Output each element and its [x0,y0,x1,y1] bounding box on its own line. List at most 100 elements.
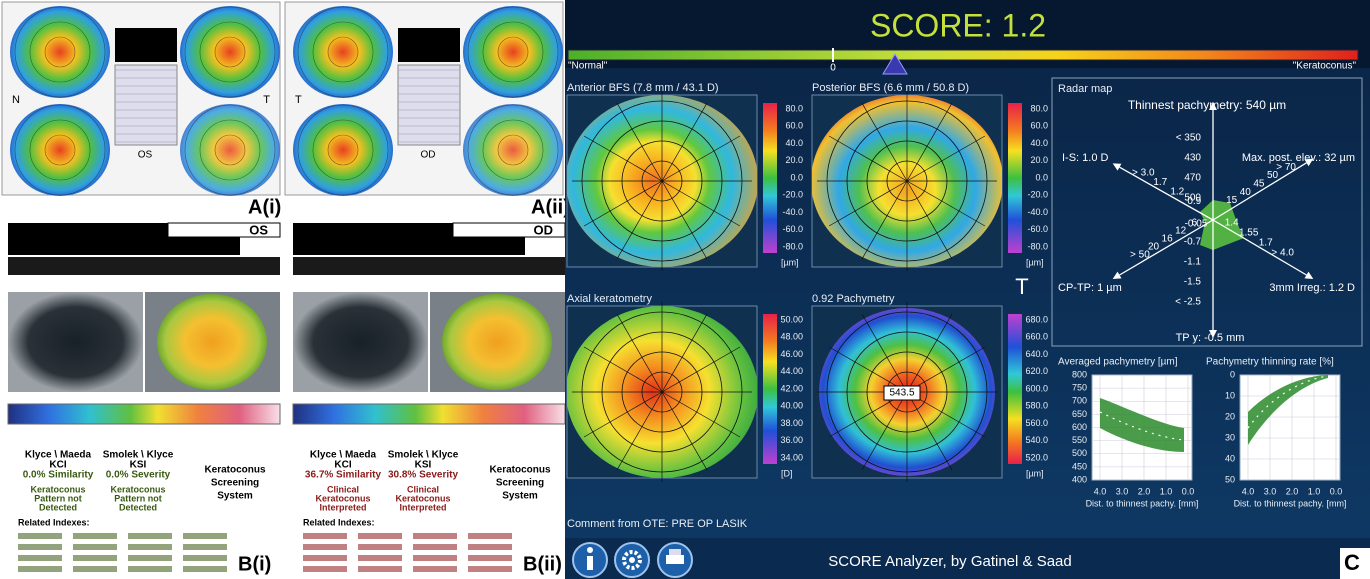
label: Pattern not [34,493,82,503]
y-tick-label: 50 [1225,474,1235,484]
radar-tick: 12 [1175,226,1187,237]
settings-button[interactable] [614,542,650,578]
color-tick: 560.0 [1025,418,1048,428]
center-value-box [883,385,921,401]
label: "Normal" [568,61,608,72]
print-button[interactable] [657,542,693,578]
index-cell [183,533,227,539]
black-header [293,223,453,255]
y-tick-label: 40 [1225,453,1235,463]
index-cell [358,555,402,561]
label: KCI [49,460,66,471]
label: Keratoconus [204,465,266,476]
polar-spoke [861,391,908,471]
color-tick: -60.0 [1027,224,1048,234]
color-tick: 36.00 [780,435,803,445]
black-box [398,28,460,62]
polar-spoke [861,102,908,182]
radar-tick: > 50 [1130,250,1150,261]
topo-contour [44,36,76,68]
topo-contour [184,6,276,98]
label: Radar map [1058,83,1112,95]
radar-axis [1119,219,1214,276]
color-tick: 60.0 [1030,121,1048,131]
polar-spoke [906,391,953,471]
x-tick-label: 3.0 [1116,486,1129,496]
color-tick: 40.00 [780,401,803,411]
radar-tick: -0.7 [1184,237,1202,248]
score-marker [882,53,908,75]
header-box [453,237,525,255]
label: Keratoconus [489,465,551,476]
index-table [397,64,461,146]
band [1100,398,1184,452]
glyph [622,550,642,570]
y-tick-label: 20 [1225,411,1235,421]
label: System [217,491,253,502]
polar-spoke [828,135,908,182]
topo-contour [199,21,261,83]
color-tick: 540.0 [1025,435,1048,445]
index-cell [128,544,172,550]
topo-map [180,6,280,98]
label: 0 [830,63,836,74]
label: 3mm Irreg.: 1.2 D [1269,282,1355,294]
polar-spoke [616,102,663,182]
color-tick: 60.0 [785,121,803,131]
polar-spoke [661,313,708,393]
label: 36.7% Similarity [305,470,382,481]
unit: [µm] [1026,468,1044,478]
glyph [587,556,593,570]
index-cell [303,555,347,561]
map-title: Axial keratometry [567,293,652,305]
info-button[interactable] [572,542,608,578]
label: Klyce \ Maeda [25,450,92,461]
eye-map [442,294,552,390]
index-cell [128,566,172,572]
label: Pattern not [114,493,162,503]
polar-spoke [583,135,663,182]
index-cell [73,533,117,539]
color-bar [1008,314,1022,464]
polar-spoke [616,180,663,260]
topo-map [180,104,280,196]
color-tick: 680.0 [1025,314,1048,324]
color-tick: 44.00 [780,366,803,376]
radar-tick: > 70 [1276,162,1296,173]
color-strip [292,403,566,425]
polar-spoke [906,135,986,182]
x-tick-label: 1.0 [1308,486,1321,496]
comment: Comment from OTE: PRE OP LASIK [567,518,748,530]
x-tick-label: 4.0 [1094,486,1107,496]
color-tick: -20.0 [1027,190,1048,200]
panel-letter-bg [1340,548,1370,579]
label: OS [138,150,153,161]
y-tick-label: 450 [1072,461,1087,471]
label: N [12,94,20,106]
label: Detected [39,502,77,512]
radar-tick: 1.55 [1239,228,1259,239]
x-tick-label: 2.0 [1286,486,1299,496]
color-tick: -40.0 [782,207,803,217]
index-cell [183,555,227,561]
radar-axis [1212,162,1307,221]
topo-contour [29,119,91,181]
radar-arrow [1304,271,1314,279]
radar-tick: 430 [1184,153,1201,164]
color-bar [763,314,777,464]
color-tick: 640.0 [1025,349,1048,359]
radar-tick: 45 [1253,179,1265,190]
x-tick-label: 4.0 [1242,486,1255,496]
topo-map [293,104,393,196]
index-cell [18,533,62,539]
index-cell [413,544,457,550]
label: A(i) [248,196,281,218]
label: I-S: 1.0 D [1062,152,1109,164]
label: T [295,94,302,106]
color-bar [763,103,777,253]
index-cell [128,533,172,539]
polar-spoke [583,180,663,227]
polar-spoke [661,180,741,227]
